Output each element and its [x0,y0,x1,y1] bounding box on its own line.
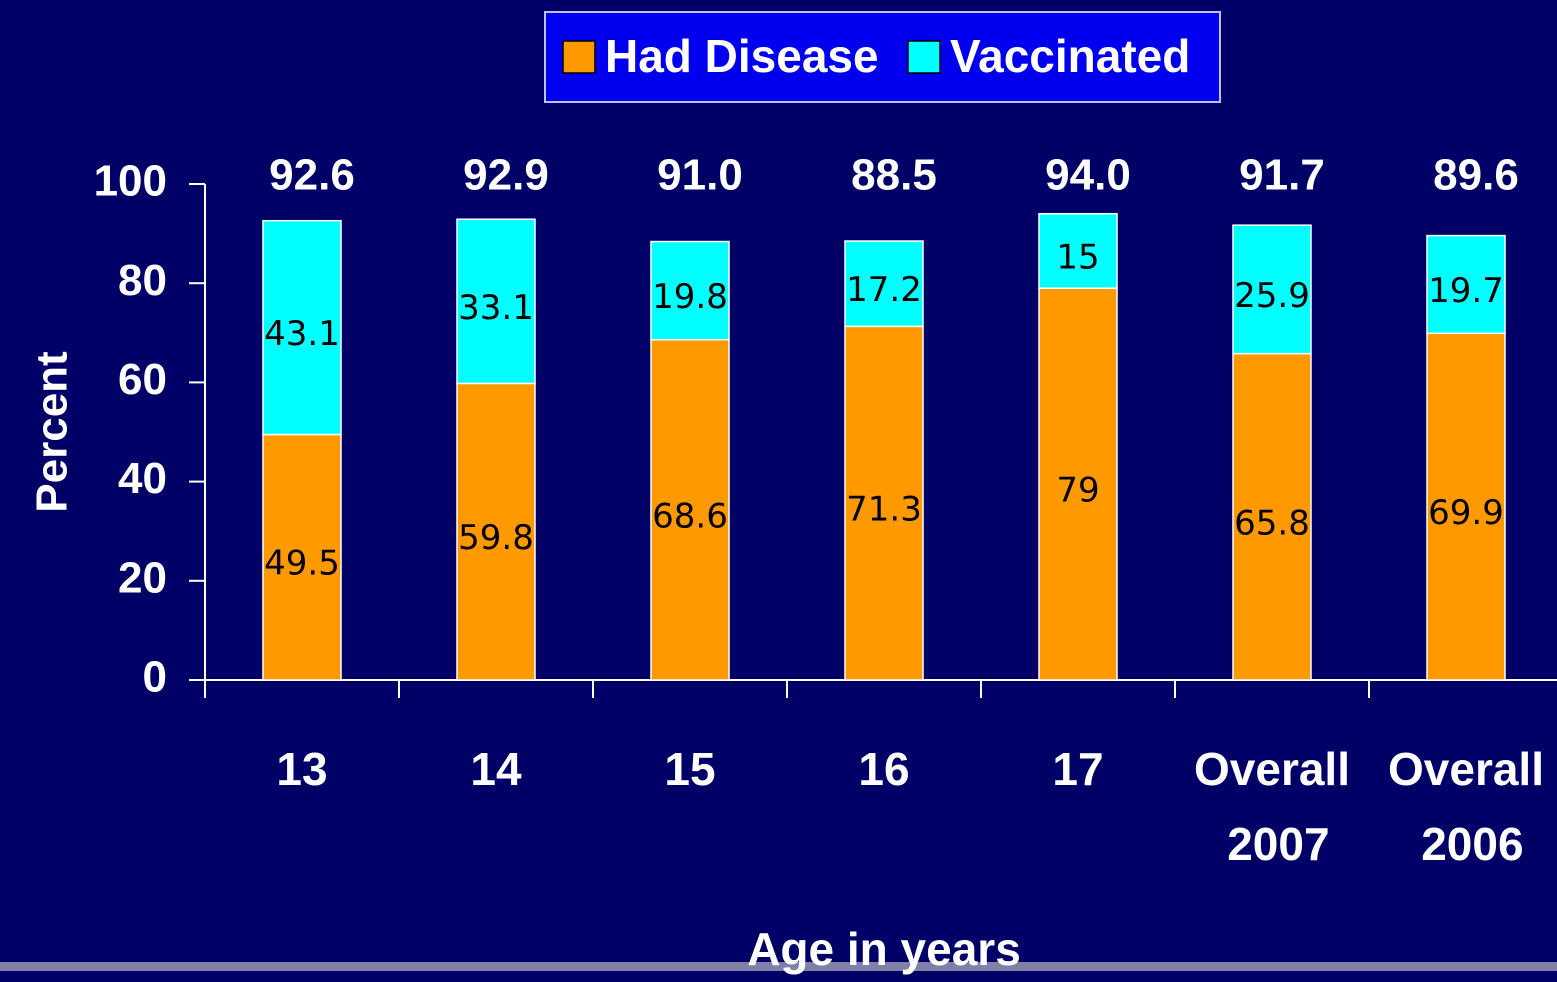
value-label: 68.6 [652,496,728,536]
total-label: 94.0 [1045,151,1131,200]
value-label: 59.8 [458,518,534,558]
total-label: 91.7 [1239,151,1325,200]
bar-segment [650,240,730,341]
x-tick-label: 13 [276,743,327,795]
value-label: 25.9 [1234,276,1310,316]
bar-segment [844,325,924,681]
y-tick-label: 0 [143,653,167,702]
total-label: 88.5 [851,151,937,200]
legend-label: Vaccinated [950,30,1190,82]
y-tick-label: 100 [94,157,167,206]
y-tick-label: 20 [118,553,167,602]
total-label: 91.0 [657,151,743,200]
x-tick-label: Overall 2007 [1194,743,1350,870]
legend-swatch [562,40,596,74]
bar-segment [1038,287,1118,681]
bar-segment [456,382,536,681]
value-label: 79 [1056,471,1099,511]
value-label: 43.1 [264,314,340,354]
value-label: 19.7 [1428,271,1504,311]
bar-segment [1038,213,1118,289]
legend-label: Had Disease [605,30,879,82]
value-label: 19.8 [652,277,728,317]
y-tick-label: 60 [118,355,167,404]
total-label: 89.6 [1433,151,1519,200]
value-label: 69.9 [1428,493,1504,533]
bar-segment [456,218,536,385]
x-tick-label: 16 [858,743,909,795]
value-label: 33.1 [458,288,534,328]
x-tick-label: 14 [470,743,522,795]
x-tick-label: 15 [664,743,715,795]
value-label: 71.3 [846,490,922,530]
value-label: 49.5 [264,544,340,584]
bar-segment [1426,332,1506,681]
y-tick-label: 40 [118,454,167,503]
y-axis-title: Percent [28,351,77,513]
bar-segment [1232,224,1312,355]
y-tick-label: 80 [118,256,167,305]
x-tick-label: 17 [1052,743,1103,795]
footer-strip [0,962,1557,971]
bar-segment [1426,234,1506,335]
bar-segment [262,433,342,681]
bar-segment [650,338,730,681]
x-axis-title: Age in years [747,923,1021,975]
bar-segment [262,219,342,436]
total-label: 92.9 [463,151,549,200]
legend-swatch [907,40,941,74]
bar-segment [844,240,924,328]
bar-segment [1232,352,1312,681]
legend [544,11,1221,103]
value-label: 17.2 [846,270,922,310]
total-label: 92.6 [269,151,355,200]
value-label: 15 [1056,237,1099,277]
x-tick-label: Overall 2006 [1388,743,1544,870]
value-label: 65.8 [1234,503,1310,543]
